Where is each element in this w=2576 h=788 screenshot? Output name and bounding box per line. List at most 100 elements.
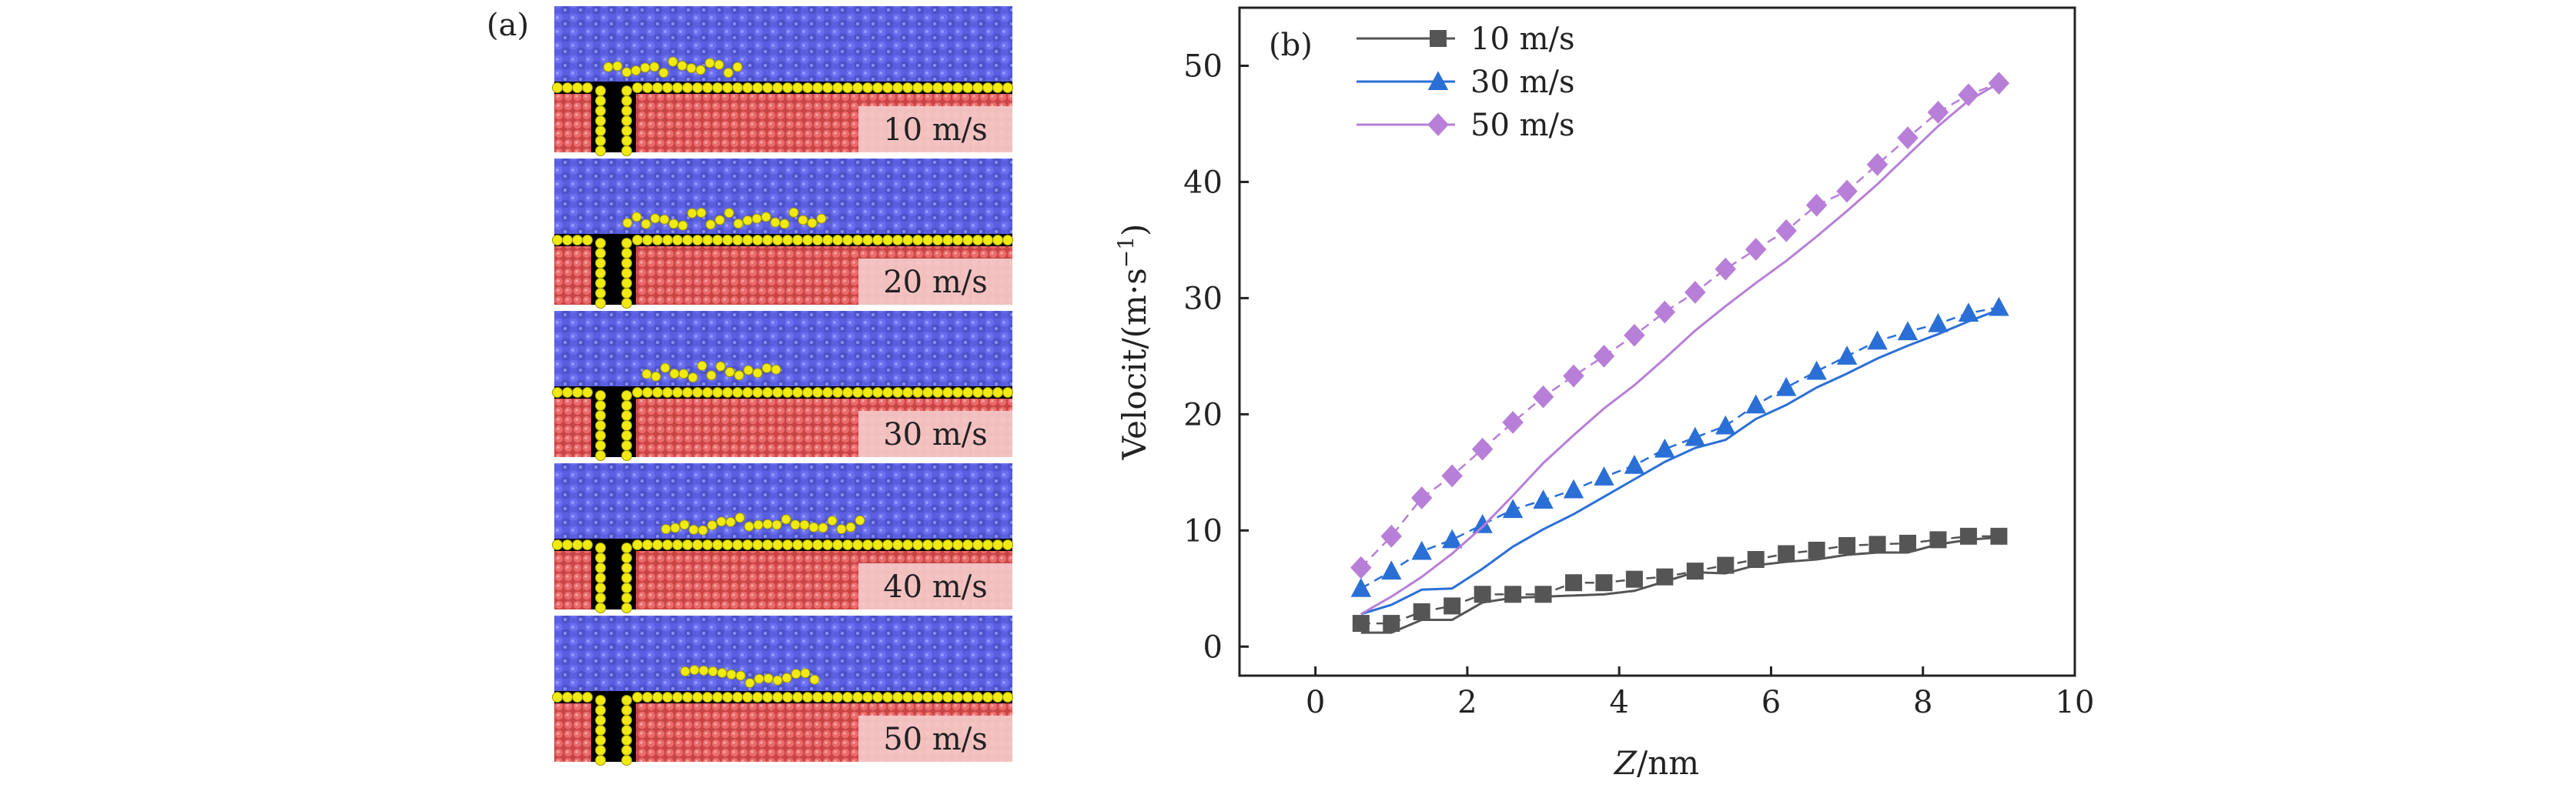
interface-bead bbox=[662, 82, 673, 93]
data-point bbox=[1593, 345, 1615, 368]
data-point bbox=[1533, 489, 1554, 509]
y-tick-label: 50 bbox=[1183, 48, 1223, 84]
interface-bead bbox=[982, 692, 993, 703]
interface-bead bbox=[621, 603, 632, 613]
interface-bead bbox=[652, 387, 663, 398]
interface-bead bbox=[652, 539, 663, 550]
interface-bead bbox=[742, 692, 753, 703]
interface-bead bbox=[790, 519, 801, 530]
interface-bead bbox=[742, 539, 753, 550]
legend-label: 10 m/s bbox=[1470, 22, 1575, 57]
interface-bead bbox=[659, 214, 670, 225]
interface-bead bbox=[562, 539, 573, 550]
interface-bead bbox=[822, 82, 833, 93]
x-tick-label: 8 bbox=[1913, 685, 1932, 720]
interface-bead bbox=[762, 235, 773, 245]
interface-bead bbox=[595, 563, 606, 573]
data-point bbox=[1927, 101, 1949, 124]
wall-left bbox=[554, 94, 591, 152]
interface-bead bbox=[771, 519, 782, 530]
interface-bead bbox=[712, 539, 723, 550]
interface-bead bbox=[781, 514, 791, 525]
x-tick-label: 10 bbox=[2056, 685, 2095, 720]
data-point bbox=[1988, 72, 2010, 95]
data-point bbox=[1654, 300, 1676, 324]
series bbox=[1350, 72, 2010, 616]
interface-bead bbox=[982, 82, 993, 93]
data-point bbox=[1624, 323, 1645, 347]
interface-bead bbox=[642, 235, 653, 245]
interface-bead bbox=[572, 82, 583, 93]
interface-bead bbox=[595, 238, 606, 249]
interface-bead bbox=[642, 82, 653, 93]
interface-bead bbox=[632, 387, 643, 398]
interface-bead bbox=[942, 692, 953, 703]
interface-bead bbox=[688, 524, 699, 535]
y-axis: 0 10 20 30 40 50 bbox=[1183, 48, 1249, 665]
interface-bead bbox=[680, 666, 691, 677]
interface-bead bbox=[621, 725, 632, 736]
interface-bead bbox=[752, 368, 763, 379]
interface-bead bbox=[595, 543, 606, 553]
interface-bead bbox=[595, 705, 606, 716]
interface-bead bbox=[661, 524, 671, 535]
wall-left bbox=[554, 399, 591, 457]
interface-bead bbox=[621, 85, 632, 96]
data-point bbox=[1989, 296, 2009, 316]
interface-bead bbox=[595, 755, 606, 766]
interface-bead bbox=[595, 268, 606, 279]
interface-bead bbox=[992, 692, 1003, 703]
interface-bead bbox=[762, 539, 773, 550]
interface-bead bbox=[972, 539, 983, 550]
interface-bead bbox=[832, 539, 843, 550]
interface-bead bbox=[621, 400, 632, 411]
interface-bead bbox=[882, 387, 893, 398]
interface-bead bbox=[670, 523, 681, 533]
interface-bead bbox=[962, 235, 973, 245]
interface-bead bbox=[800, 668, 811, 679]
interface-bead bbox=[770, 217, 781, 228]
interface-bead bbox=[982, 539, 993, 550]
interface-bead bbox=[902, 692, 913, 703]
interface-bead bbox=[650, 213, 661, 224]
interface-bead bbox=[842, 539, 853, 550]
interface-bead bbox=[595, 695, 606, 706]
interface-bead bbox=[572, 235, 583, 245]
interface-bead bbox=[732, 62, 743, 72]
interface-bead bbox=[792, 82, 803, 93]
interface-bead bbox=[743, 365, 754, 376]
interface-bead bbox=[724, 367, 735, 378]
interface-bead bbox=[651, 371, 661, 382]
interface-bead bbox=[724, 208, 734, 219]
interface-bead bbox=[862, 235, 873, 245]
interface-bead bbox=[761, 362, 772, 373]
data-point bbox=[1717, 556, 1735, 574]
interface-bead bbox=[695, 65, 706, 75]
interface-bead bbox=[595, 248, 606, 259]
wall-left bbox=[554, 703, 591, 762]
interface-bead bbox=[704, 58, 715, 68]
data-point bbox=[1381, 560, 1402, 580]
interface-bead bbox=[677, 60, 687, 71]
interface-bead bbox=[798, 215, 808, 225]
interface-bead bbox=[621, 258, 632, 269]
interface-bead bbox=[892, 387, 903, 398]
interface-bead bbox=[912, 692, 923, 703]
interface-bead bbox=[942, 387, 953, 398]
interface-bead bbox=[662, 235, 673, 245]
plot-frame bbox=[1238, 6, 2076, 677]
interface-bead bbox=[962, 539, 973, 550]
interface-bead bbox=[982, 235, 993, 245]
data-point bbox=[1472, 514, 1493, 533]
speed-label: 50 m/s bbox=[883, 722, 988, 757]
interface-bead bbox=[892, 692, 903, 703]
interface-bead bbox=[692, 82, 703, 93]
interface-bead bbox=[707, 520, 718, 531]
interface-bead bbox=[621, 125, 632, 136]
interface-bead bbox=[702, 539, 713, 550]
interface-bead bbox=[621, 390, 632, 401]
interface-bead bbox=[952, 235, 963, 245]
data-point bbox=[1775, 376, 1797, 396]
interface-bead bbox=[712, 692, 723, 703]
